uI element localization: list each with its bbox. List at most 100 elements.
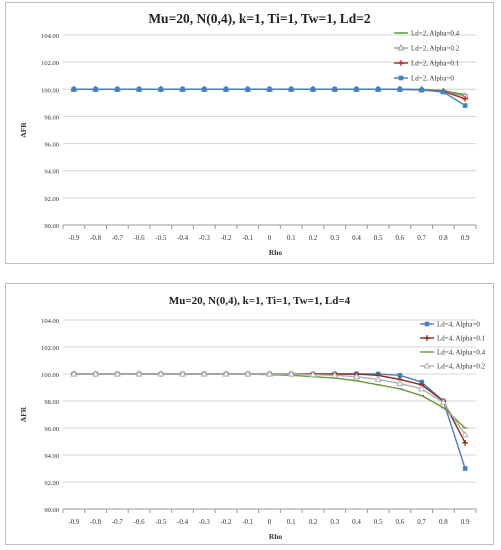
chart-title: Mu=20, N(0,4), k=1, Ti=1, Tw=1, Ld=2	[148, 11, 371, 26]
x-tick-label: 0.5	[374, 234, 383, 242]
legend-entry: Ld=4, Alpha=0	[420, 321, 480, 329]
data-point	[91, 369, 100, 377]
x-tick-label: 0.6	[396, 518, 405, 526]
data-point	[439, 398, 448, 405]
x-tick-label: 0.1	[287, 234, 296, 242]
x-tick-label: 0	[268, 518, 272, 526]
series-1	[71, 371, 468, 446]
legend-entry: Ld=2, Alpha=0	[394, 75, 454, 83]
legend-entry: Ld=2, Alpha=0.2	[394, 43, 460, 53]
x-tick-label: 0.7	[417, 518, 426, 526]
data-point	[397, 86, 403, 92]
data-point	[309, 370, 317, 378]
x-tick-label: -0.6	[134, 518, 146, 526]
data-point	[135, 369, 143, 377]
data-point	[136, 86, 142, 92]
legend-entry: Ld=2, Alpha=0.1	[394, 60, 460, 68]
x-tick-label: -0.5	[155, 518, 167, 526]
series-line	[73, 373, 466, 444]
data-point	[245, 86, 251, 92]
data-point	[113, 369, 121, 377]
x-tick-label: -0.4	[177, 234, 189, 242]
x-tick-label: -0.8	[90, 234, 102, 242]
y-tick-label: 104.00	[41, 33, 59, 40]
data-point	[178, 369, 187, 377]
x-tick-label: 0.4	[352, 518, 361, 526]
y-tick-label: 92.00	[44, 196, 59, 203]
legend-label: Ld=2, Alpha=0.2	[411, 45, 460, 53]
series-0	[71, 371, 468, 471]
legend-label: Ld=4, Alpha=0.1	[437, 335, 486, 343]
x-tick-label: -0.9	[68, 518, 80, 526]
x-tick-label: 0.8	[439, 234, 448, 242]
x-tick-label: -0.8	[90, 518, 102, 526]
data-point	[244, 369, 252, 377]
data-point	[93, 86, 98, 92]
x-tick-label: 0.3	[330, 234, 339, 242]
data-point	[375, 86, 381, 92]
data-point	[287, 369, 295, 377]
x-tick-label: -0.6	[134, 234, 146, 242]
x-tick-label: -0.4	[177, 518, 189, 526]
x-tick-label: 0.7	[417, 234, 426, 242]
data-point	[354, 86, 359, 92]
x-tick-label: 0.4	[352, 234, 361, 242]
x-tick-label: 0.5	[374, 518, 383, 526]
legend-entry: Ld=2, Alpha=0.4	[394, 30, 460, 38]
data-point	[397, 373, 403, 378]
x-tick-label: -0.2	[220, 234, 232, 242]
x-tick-label: -0.7	[112, 518, 124, 526]
x-tick-label: 0	[268, 234, 272, 242]
legend-label: Ld=4, Alpha=0.4	[437, 349, 486, 357]
data-point	[374, 375, 382, 382]
chart-panel-ld2: Mu=20, N(0,4), k=1, Ti=1, Tw=1, Ld=2 90.0…	[5, 2, 494, 264]
data-point	[461, 430, 469, 438]
data-point	[71, 86, 77, 92]
data-point	[70, 369, 78, 377]
legend-swatch-marker	[398, 75, 404, 81]
y-tick-label: 100.00	[41, 372, 59, 379]
data-point	[418, 384, 426, 392]
data-point	[180, 86, 185, 92]
y-tick-label: 96.00	[44, 142, 59, 149]
legend-label: Ld=4, Alpha=0	[437, 321, 480, 329]
series-3	[71, 86, 468, 108]
legend-label: Ld=2, Alpha=0	[411, 75, 454, 83]
x-tick-label: -0.5	[155, 234, 167, 242]
y-tick-label: 102.00	[41, 60, 59, 67]
data-point	[222, 369, 230, 377]
data-point	[462, 440, 468, 446]
legend-swatch-marker	[397, 43, 405, 51]
x-tick-label: 0.8	[439, 518, 448, 526]
x-tick-label: 0.9	[461, 234, 470, 242]
y-tick-label: 90.00	[44, 507, 59, 514]
x-tick-label: -0.1	[242, 518, 254, 526]
data-point	[310, 86, 316, 92]
data-point	[265, 369, 274, 377]
data-point	[441, 89, 446, 95]
data-point	[396, 379, 404, 386]
data-point	[462, 466, 468, 471]
series-3	[70, 369, 469, 438]
x-tick-label: -0.1	[242, 234, 254, 242]
x-tick-label: 0.3	[330, 518, 339, 526]
legend-swatch-marker	[424, 321, 430, 327]
data-point	[288, 86, 294, 92]
data-point	[462, 95, 468, 102]
data-point	[201, 86, 207, 92]
x-axis-label: Rho	[269, 532, 283, 541]
y-tick-label: 90.00	[44, 223, 59, 230]
y-tick-label: 98.00	[44, 114, 59, 121]
y-tick-label: 96.00	[44, 426, 59, 433]
y-tick-label: 100.00	[41, 87, 59, 94]
legend-label: Ld=2, Alpha=0.4	[411, 30, 460, 38]
y-tick-label: 102.00	[41, 345, 59, 352]
chart-title: Mu=20, N(0,4), k=1, Ti=1, Tw=1, Ld=4	[169, 295, 351, 307]
data-point	[115, 86, 120, 92]
legend-entry: Ld=4, Alpha=0.1	[420, 335, 486, 343]
data-point	[462, 103, 468, 108]
y-axis-label: AFR	[19, 122, 28, 138]
x-tick-label: 0.2	[309, 234, 318, 242]
x-tick-label: -0.3	[199, 234, 211, 242]
x-tick-label: -0.9	[68, 234, 80, 242]
